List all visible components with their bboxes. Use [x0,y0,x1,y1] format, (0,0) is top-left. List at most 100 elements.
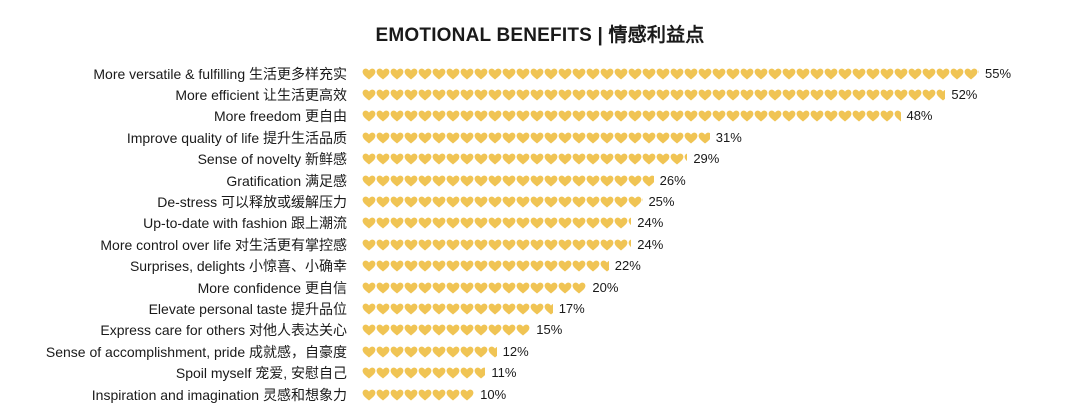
heart-icon [432,89,446,101]
heart-icon [558,196,572,208]
heart-icon [656,132,670,144]
value-label: 31% [715,129,742,145]
heart-icon [950,68,964,79]
heart-icon [488,68,502,79]
heart-icon [460,389,474,400]
heart-icon [544,217,558,229]
heart-icon [390,110,404,122]
heart-icon [586,153,600,165]
heart-icon [768,68,782,79]
heart-icon [390,196,404,208]
heart-icon [404,89,418,101]
heart-icon [530,282,544,293]
heart-icon [964,68,978,79]
heart-icon [376,367,390,379]
heart-icon [600,217,614,229]
heart-icon [446,132,460,144]
category-label: Elevate personal taste 提升品位 [148,300,347,317]
heart-icon [432,367,446,379]
heart-icon [432,132,446,144]
heart-icon [376,110,390,122]
heart-icon [474,346,488,358]
heart-icon [376,260,390,272]
category-label: More versatile & fulfilling 生活更多样充实 [93,65,347,82]
heart-icon [880,68,894,79]
heart-icon [810,68,824,79]
category-label: Spoil myself 宠爱, 安慰自己 [175,365,347,382]
heart-icon [544,132,558,144]
heart-icon [446,239,460,251]
heart-icon [418,389,432,400]
bar [362,110,901,122]
heart-icon [390,367,404,379]
heart-icon [544,68,558,79]
heart-icon [530,68,544,79]
heart-icon [404,239,418,251]
value-label: 12% [502,343,529,359]
heart-icon [502,132,516,144]
heart-icon [432,282,446,293]
heart-icon [460,153,474,165]
bar [362,260,609,272]
chart-title: EMOTIONAL BENEFITS | 情感利益点 [375,25,705,46]
heart-icon [628,132,642,144]
heart-icon [432,239,446,251]
heart-icon [404,153,418,165]
heart-icon [516,239,530,251]
heart-icon [908,89,922,101]
heart-icon [684,153,688,162]
heart-icon [376,132,390,144]
heart-icon [572,217,586,229]
heart-icon [390,346,404,358]
heart-icon [460,110,474,122]
heart-icon [558,110,572,122]
heart-icon [698,110,712,122]
heart-icon [586,68,600,79]
heart-icon [362,132,376,144]
heart-icon [670,68,684,79]
heart-icon [894,110,901,122]
heart-icon [362,324,376,336]
heart-icon [362,175,376,186]
heart-icon [558,153,572,165]
heart-icon [474,217,488,229]
heart-icon [614,89,628,101]
heart-icon [418,110,432,122]
heart-icon [684,89,698,101]
value-label: 17% [558,300,585,316]
heart-icon [838,89,852,101]
heart-icon [740,110,754,122]
category-label: Improve quality of life 提升生活品质 [126,129,347,146]
heart-icon [502,196,516,208]
heart-icon [628,89,642,101]
heart-icon [516,110,530,122]
heart-icon [460,239,474,251]
heart-icon [418,239,432,251]
heart-icon [474,175,488,186]
heart-icon [824,68,838,79]
heart-icon [796,68,810,79]
heart-icon [922,89,936,101]
heart-icon [446,196,460,208]
heart-icon [768,89,782,101]
heart-icon [768,110,782,122]
heart-icon [642,132,656,144]
heart-icon [418,367,432,379]
value-label: 10% [480,386,507,402]
category-label: More freedom 更自由 [213,108,347,125]
heart-icon [894,89,908,101]
heart-icon [824,110,838,122]
heart-icon [516,260,530,272]
heart-icon [586,217,600,229]
heart-icon [544,282,558,293]
heart-icon [390,68,404,79]
heart-icon [376,389,390,400]
heart-icon [712,89,726,101]
heart-icon [600,132,614,144]
heart-icon [516,132,530,144]
heart-icon [642,175,654,186]
heart-icon [558,239,572,251]
heart-icon [880,89,894,101]
heart-icon [390,282,404,293]
heart-icon [796,110,810,122]
